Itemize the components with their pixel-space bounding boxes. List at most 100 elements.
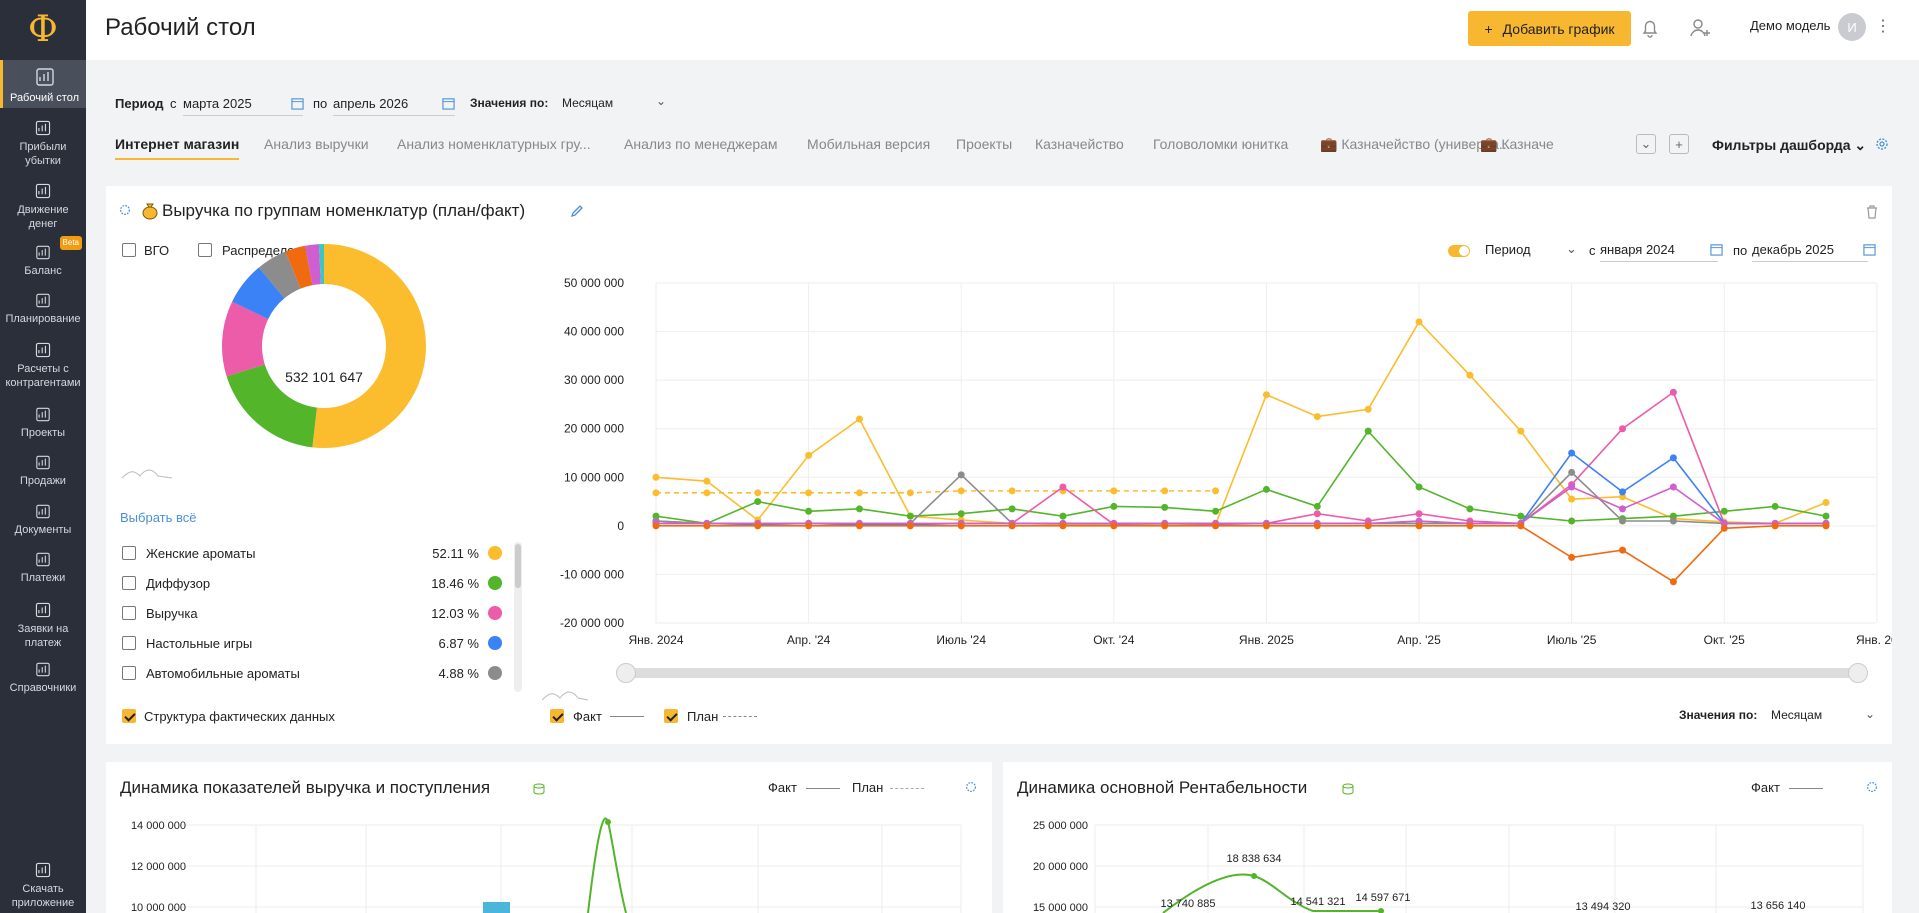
chart-period-to-field[interactable]: декабрь 2025 [1752,238,1868,262]
data-point[interactable] [1669,517,1677,525]
data-point[interactable] [957,522,965,530]
sidebar-item-phone[interactable]: Скачать приложение [0,855,86,910]
data-point[interactable] [1364,405,1372,413]
select-all-link[interactable]: Выбрать всё [120,510,197,525]
data-point[interactable] [855,489,863,497]
data-point[interactable] [1161,503,1169,511]
data-point[interactable] [906,522,914,530]
data-point[interactable] [1466,522,1474,530]
data-point[interactable] [1415,510,1423,518]
data-point[interactable] [1669,578,1677,586]
edit-icon[interactable] [570,204,584,218]
add-chart-button[interactable]: + Добавить график [1468,11,1631,46]
data-point[interactable] [1212,507,1220,515]
donut-slice-6[interactable] [304,244,321,286]
data-point[interactable] [1669,483,1677,491]
data-point[interactable] [1313,502,1321,510]
gear-icon[interactable] [1874,136,1890,152]
gear-icon[interactable] [118,203,132,217]
data-point[interactable] [1619,505,1627,513]
data-point[interactable] [1415,522,1423,530]
data-point[interactable] [1466,505,1474,513]
data-point[interactable] [805,489,813,497]
data-point[interactable] [1262,522,1270,530]
data-point[interactable] [1619,546,1627,554]
data-point[interactable] [1771,502,1779,510]
legend-checkbox[interactable] [122,576,136,590]
tab-2[interactable]: Анализ номенклатурных гру... [397,136,591,152]
data-point[interactable] [1415,483,1423,491]
legend-checkbox[interactable] [122,546,136,560]
data-point[interactable] [1771,522,1779,530]
sidebar-item-bar-chart[interactable]: Прибыли убытки [0,113,86,168]
data-point[interactable] [1415,517,1423,525]
data-point[interactable] [1262,391,1270,399]
data-point[interactable] [1517,427,1525,435]
data-point[interactable] [805,522,813,530]
tab-9[interactable]: 💼 Казначе [1480,136,1555,153]
data-point[interactable] [1669,454,1677,462]
data-point[interactable] [1059,483,1067,491]
tab-5[interactable]: Проекты [956,136,1012,152]
donut-slice-0[interactable] [312,244,427,448]
data-point[interactable] [1008,505,1016,513]
data-point[interactable] [1212,522,1220,530]
data-point[interactable] [1568,517,1576,525]
more-menu-icon[interactable]: ⋮ [1875,18,1891,35]
sidebar-item-coins[interactable]: Движение денег [0,176,86,231]
sidebar-item-wallet[interactable]: Платежи [0,545,86,585]
data-point[interactable] [1619,488,1627,496]
avatar[interactable]: И [1838,13,1866,41]
sidebar-item-dollar[interactable]: Продажи [0,448,86,488]
data-point[interactable] [754,498,762,506]
data-point[interactable] [652,473,660,481]
trash-icon[interactable] [1866,205,1878,219]
data-point[interactable] [957,471,965,479]
tab-4[interactable]: Мобильная версия [807,136,930,152]
legend-scrollbar[interactable] [514,542,522,692]
data-point[interactable] [703,489,711,497]
donut-slice-7[interactable] [318,244,324,285]
data-point[interactable] [1822,522,1830,530]
chart-period-from-field[interactable]: января 2024 [1600,238,1718,262]
data-point[interactable] [652,512,660,520]
data-point[interactable] [1568,495,1576,503]
data-point[interactable] [1619,425,1627,433]
data-point[interactable] [1008,487,1016,495]
data-point[interactable] [1059,522,1067,530]
data-point[interactable] [1517,522,1525,530]
legend-item[interactable]: Настольные игры 6.87 % [122,633,502,657]
legend-checkbox[interactable] [122,636,136,650]
data-point[interactable] [1212,487,1220,495]
tab-3[interactable]: Анализ по менеджерам [624,136,778,152]
data-point[interactable] [1669,512,1677,520]
period-to-field[interactable]: апрель 2026 [333,92,455,116]
data-point[interactable] [1262,485,1270,493]
vgo-checkbox[interactable] [122,243,136,257]
sidebar-item-documents[interactable]: Документы [0,497,86,537]
period-from-field[interactable]: марта 2025 [183,92,303,116]
data-point[interactable] [1822,512,1830,520]
data-point[interactable] [1161,487,1169,495]
data-point[interactable] [1720,519,1728,527]
data-point[interactable] [957,510,965,518]
data-point[interactable] [1110,502,1118,510]
data-point[interactable] [1619,517,1627,525]
donut-slice-1[interactable] [226,364,317,448]
data-point[interactable] [906,489,914,497]
calendar-icon[interactable] [442,97,455,110]
data-point[interactable] [1313,522,1321,530]
range-slider-right-handle[interactable] [1848,663,1868,683]
data-point[interactable] [1415,318,1423,326]
data-point[interactable] [652,522,660,530]
fact-checkbox[interactable] [550,709,564,723]
add-tab-button[interactable]: + [1669,134,1689,154]
data-point[interactable] [1568,468,1576,476]
legend-item[interactable]: Автомобильные ароматы 4.88 % [122,663,502,687]
data-point[interactable] [1466,371,1474,379]
data-point[interactable] [1161,522,1169,530]
data-point[interactable] [1251,873,1257,879]
plan-checkbox[interactable] [664,709,678,723]
data-point[interactable] [855,415,863,423]
sidebar-item-request[interactable]: Заявки на платеж [0,595,86,650]
